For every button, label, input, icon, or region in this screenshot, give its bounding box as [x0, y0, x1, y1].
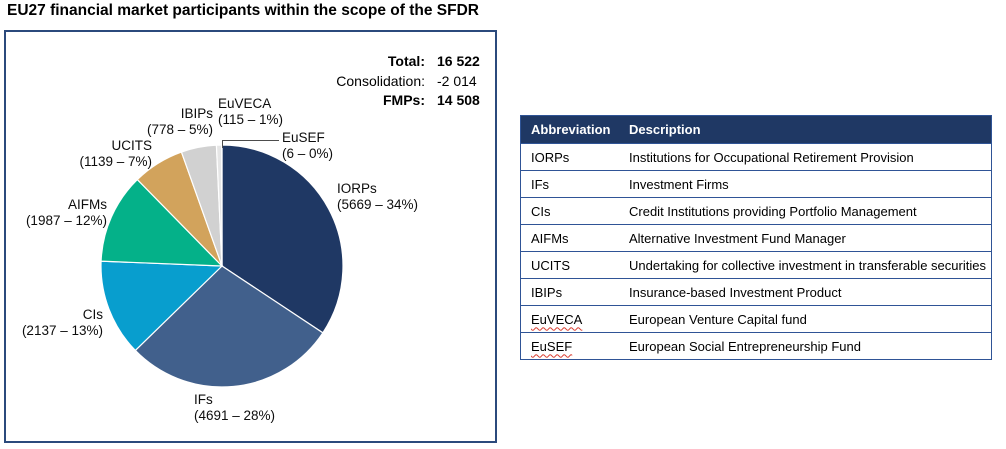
abbreviation-cell: IORPs — [521, 150, 629, 165]
pie-label-name: IFs — [194, 392, 213, 407]
abbreviation-text: EuVECA — [531, 311, 583, 327]
description-cell: Insurance-based Investment Product — [629, 284, 842, 300]
description-cell: Undertaking for collective investment in… — [629, 257, 986, 273]
stat-label: Consolidation: — [336, 72, 425, 89]
stat-label: Total: — [387, 53, 425, 69]
pie-label-name: UCITS — [111, 138, 153, 153]
pie-label-ibips: IBIPs (778 – 5%) — [147, 106, 213, 138]
pie-label-name: IORPs — [337, 181, 377, 196]
abbreviation-text: UCITS — [531, 257, 570, 273]
pie-label-name: EuVECA — [218, 96, 272, 111]
abbreviation-text: EuSEF — [531, 338, 573, 354]
pie-label-value: (1139 – 7%) — [79, 154, 152, 169]
pie-chart-panel: Total: 16 522 Consolidation: -2 014 FMPs: 14 … — [4, 30, 497, 443]
pie-slice-cis — [100, 260, 224, 352]
table-row: CIs Credit Institutions providing Portfol… — [521, 197, 991, 224]
table-row: UCITS Undertaking for collective investme… — [521, 251, 991, 278]
pie-slice-aifms — [100, 178, 224, 267]
abbreviation-text: IORPs — [531, 149, 570, 165]
pie-chart — [100, 144, 344, 388]
pie-label-name: EuSEF — [282, 130, 325, 145]
stat-value: 16 522 — [437, 53, 480, 69]
pie-label-value: (5669 – 34%) — [337, 197, 419, 212]
abbreviation-cell: AIFMs — [521, 231, 629, 246]
eusef-leader-line — [222, 140, 279, 141]
abbreviation-text: IBIPs — [531, 284, 563, 300]
stat-value: 14 508 — [437, 92, 480, 108]
pie-label-value: (1987 – 12%) — [25, 213, 107, 228]
table-row: AIFMs Alternative Investment Fund Manager — [521, 224, 991, 251]
abbreviation-text: CIs — [531, 203, 551, 219]
table-row: IBIPs Insurance-based Investment Product — [521, 278, 991, 305]
pie-label-value: (4691 – 28%) — [194, 408, 276, 423]
abbreviation-cell: EuVECA — [521, 312, 629, 327]
pie-label-value: (778 – 5%) — [146, 122, 213, 137]
table-header-row: Abbreviation Description — [521, 116, 991, 143]
pie-label-eusef: EuSEF (6 – 0%) — [282, 130, 333, 162]
pie-label-value: (6 – 0%) — [282, 146, 334, 161]
table-row: EuSEF European Social Entrepreneurship Fu… — [521, 332, 991, 359]
abbreviation-cell: UCITS — [521, 258, 629, 273]
abbreviation-cell: EuSEF — [521, 339, 629, 354]
pie-label-aifms: AIFMs (1987 – 12%) — [26, 197, 107, 229]
description-cell: European Venture Capital fund — [629, 311, 807, 327]
abbreviation-cell: IFs — [521, 177, 629, 192]
pie-label-cis: CIs (2137 – 13%) — [22, 307, 103, 339]
pie-label-ucits: UCITS (1139 – 7%) — [79, 138, 152, 170]
pie-label-ifs: IFs (4691 – 28%) — [194, 392, 275, 424]
abbreviation-table: Abbreviation Description IORPs Institutio… — [520, 115, 992, 360]
pie-label-euveca: EuVECA (115 – 1%) — [218, 96, 283, 128]
abbreviation-text: IFs — [531, 176, 550, 192]
pie-label-name: AIFMs — [68, 197, 107, 212]
eusef-leader-line-tick — [222, 140, 223, 148]
table-row: IFs Investment Firms — [521, 170, 991, 197]
description-cell: Investment Firms — [629, 176, 729, 192]
table-row: IORPs Institutions for Occupational Retir… — [521, 143, 991, 170]
table-row: EuVECA European Venture Capital fund — [521, 305, 991, 332]
stat-value: -2 014 — [437, 72, 477, 89]
header-description: Description — [629, 122, 701, 137]
description-cell: European Social Entrepreneurship Fund — [629, 338, 861, 354]
pie-slice-ifs — [134, 265, 324, 388]
abbreviation-cell: CIs — [521, 204, 629, 219]
pie-label-name: CIs — [82, 307, 103, 322]
description-cell: Alternative Investment Fund Manager — [629, 230, 846, 246]
abbreviation-text: AIFMs — [531, 230, 569, 246]
header-abbreviation: Abbreviation — [531, 122, 611, 137]
description-cell: Institutions for Occupational Retirement… — [629, 149, 914, 165]
pie-label-value: (2137 – 13%) — [21, 323, 103, 338]
pie-label-iorps: IORPs (5669 – 34%) — [337, 181, 418, 213]
description-cell: Credit Institutions providing Portfolio … — [629, 203, 917, 219]
page-title: EU27 financial market participants withi… — [7, 2, 479, 19]
abbreviation-cell: IBIPs — [521, 285, 629, 300]
pie-label-value: (115 – 1%) — [218, 112, 284, 127]
pie-label-name: IBIPs — [180, 106, 213, 121]
stat-label: FMPs: — [383, 92, 425, 108]
summary-stats: Total: 16 522 Consolidation: -2 014 FMPs: 14 … — [336, 52, 483, 111]
